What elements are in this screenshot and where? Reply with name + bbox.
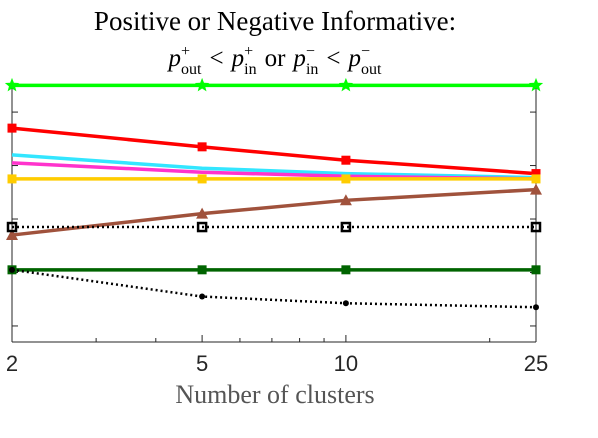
marker-square [531, 265, 541, 275]
marker-triangle [339, 194, 352, 206]
marker-triangle [196, 207, 209, 219]
marker-square [341, 155, 351, 165]
marker-star [338, 77, 354, 92]
series-1 [4, 77, 544, 92]
series-layer [4, 77, 544, 311]
series-5 [7, 174, 541, 184]
marker-square [341, 265, 351, 275]
chart-subtitle-condition: p+ out < p+ in or p− in < p− out [167, 43, 383, 78]
x-axis-label: Number of clusters [175, 380, 374, 409]
marker-triangle [6, 229, 18, 241]
marker-open-square [6, 221, 18, 233]
series-6 [6, 183, 542, 241]
marker-square [197, 174, 207, 184]
series-7 [6, 221, 542, 233]
x-tick-label: 5 [196, 351, 208, 376]
marker-square [531, 169, 541, 179]
chart-title: Positive or Negative Informative: [94, 6, 456, 36]
marker-star [4, 77, 20, 92]
marker-triangle [530, 183, 542, 195]
series-line [11, 153, 537, 180]
series-8 [7, 265, 541, 275]
marker-square [531, 174, 541, 184]
x-tick-label: 2 [6, 351, 18, 376]
marker-star [528, 77, 544, 92]
series-line [11, 187, 537, 237]
marker-square [341, 174, 351, 184]
x-tick-labels: 2 5 10 25 [6, 351, 548, 376]
marker-open-square [530, 221, 542, 233]
series-2 [7, 123, 541, 179]
marker-dot [533, 304, 539, 311]
series-9 [9, 266, 539, 311]
marker-dot [342, 300, 349, 307]
marker-dot [199, 293, 206, 300]
marker-open-square [340, 221, 352, 233]
marker-square [197, 265, 207, 275]
marker-square [7, 174, 17, 184]
series-line [11, 126, 537, 176]
marker-star [194, 77, 210, 92]
marker-open-square [196, 221, 208, 233]
marker-dot [9, 266, 15, 273]
series-3 [11, 153, 537, 180]
marker-square [197, 142, 207, 152]
marker-square [7, 123, 17, 133]
x-tick-label: 25 [524, 351, 548, 376]
x-tick-label: 10 [334, 351, 358, 376]
series-line [11, 268, 537, 309]
